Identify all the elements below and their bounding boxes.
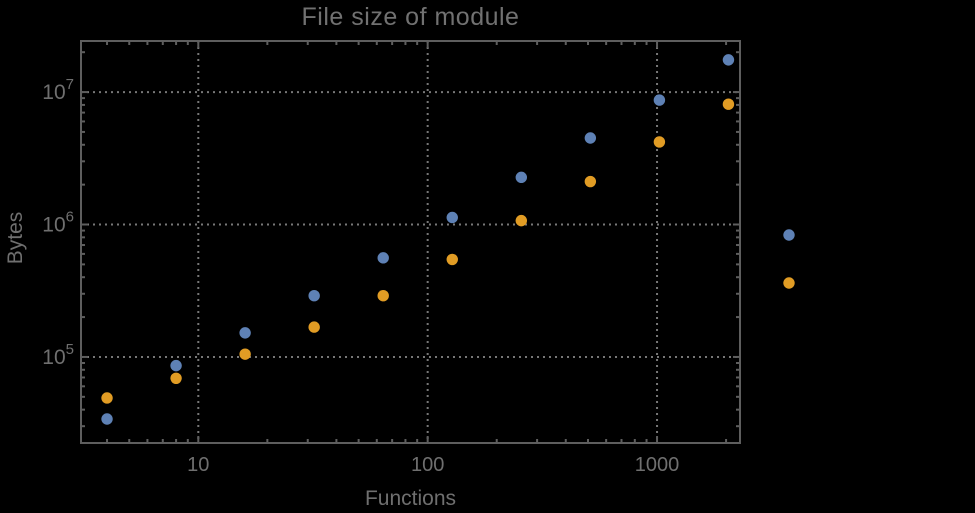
data-point-series-1 xyxy=(377,252,389,264)
x-axis-label: Functions xyxy=(364,487,457,510)
data-point-series-2 xyxy=(377,290,389,302)
y-tick-label: 105 xyxy=(42,341,74,369)
data-point-series-1 xyxy=(584,132,597,144)
data-point-series-2 xyxy=(239,348,251,360)
legend-marker-series-2 xyxy=(783,277,795,289)
data-point-series-1 xyxy=(308,290,320,302)
x-tick-label: 1000 xyxy=(635,454,680,476)
data-point-series-1 xyxy=(653,94,666,106)
data-point-series-1 xyxy=(515,171,528,184)
data-point-series-2 xyxy=(515,214,528,227)
data-point-series-2 xyxy=(170,372,182,384)
data-point-series-2 xyxy=(101,392,113,404)
x-tick-label: 100 xyxy=(411,454,444,476)
data-point-series-2 xyxy=(446,253,458,266)
data-point-series-1 xyxy=(101,413,113,425)
y-axis-label: Bytes xyxy=(4,211,27,265)
data-point-series-2 xyxy=(653,136,666,148)
x-tick-label: 10 xyxy=(187,454,209,476)
y-tick-label: 107 xyxy=(42,76,74,104)
plot-title: File size of module xyxy=(301,3,520,31)
legend-marker-series-1 xyxy=(783,229,795,241)
data-point-series-2 xyxy=(584,175,597,188)
data-point-series-2 xyxy=(308,321,320,333)
data-point-series-1 xyxy=(446,211,458,224)
data-point-series-2 xyxy=(722,98,735,110)
plot-frame xyxy=(80,40,741,444)
y-tick-label: 106 xyxy=(42,209,74,237)
data-point-series-1 xyxy=(722,54,735,66)
data-point-series-1 xyxy=(239,327,251,339)
data-point-series-1 xyxy=(170,359,182,372)
